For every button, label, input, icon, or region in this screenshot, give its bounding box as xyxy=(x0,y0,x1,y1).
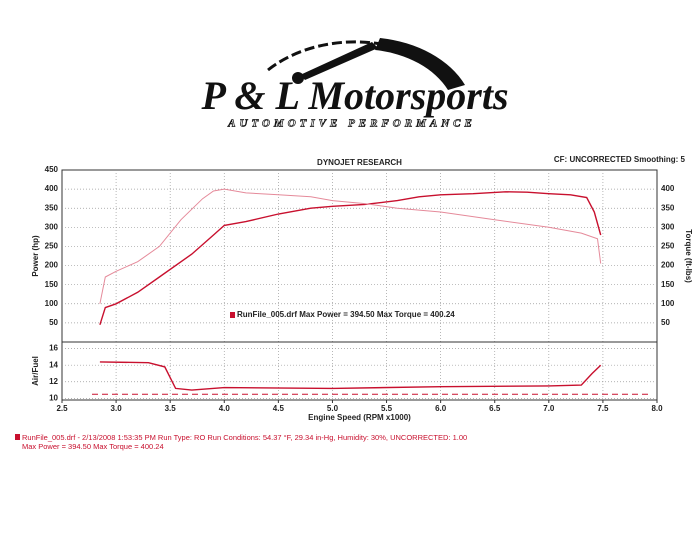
logo-tagline: AUTOMOTIVE PERFORMANCE xyxy=(227,118,476,130)
x-axis-label: Engine Speed (RPM x1000) xyxy=(308,413,411,422)
y-axis-label: Power (hp) xyxy=(31,235,40,277)
x-tick-label: 4.5 xyxy=(273,404,285,413)
y2-tick-label: 200 xyxy=(661,261,675,270)
y2-tick-label: 150 xyxy=(661,280,675,289)
y-tick-label: 12 xyxy=(49,377,58,386)
x-tick-label: 6.0 xyxy=(435,404,447,413)
y-tick-label: 10 xyxy=(49,393,58,402)
x-tick-label: 4.0 xyxy=(219,404,231,413)
y-tick-label: 350 xyxy=(45,203,59,212)
footer-run-info: RunFile_005.drf - 2/13/2008 1:53:35 PM R… xyxy=(22,433,467,442)
logo-text: P & L Motorsports xyxy=(200,73,508,118)
chart-subtitle: CF: UNCORRECTED Smoothing: 5 xyxy=(554,155,686,164)
y-tick-label: 100 xyxy=(45,299,59,308)
y-tick-label: 50 xyxy=(49,318,58,327)
y-tick-label: 16 xyxy=(49,344,58,353)
x-tick-label: 3.0 xyxy=(111,404,123,413)
x-tick-label: 7.0 xyxy=(543,404,555,413)
y-axis-label: Air/Fuel xyxy=(31,356,40,386)
y2-tick-label: 300 xyxy=(661,222,675,231)
data-line xyxy=(99,361,602,391)
y2-tick-label: 50 xyxy=(661,318,670,327)
y-tick-label: 450 xyxy=(45,165,59,174)
x-tick-label: 6.5 xyxy=(489,404,501,413)
x-tick-label: 2.5 xyxy=(56,404,68,413)
x-tick-label: 8.0 xyxy=(651,404,663,413)
y2-tick-label: 250 xyxy=(661,242,675,251)
y-tick-label: 300 xyxy=(45,222,59,231)
y2-tick-label: 100 xyxy=(661,299,675,308)
y-tick-label: 250 xyxy=(45,242,59,251)
chart-title: DYNOJET RESEARCH xyxy=(317,158,402,167)
y2-tick-label: 400 xyxy=(661,184,675,193)
data-line xyxy=(99,191,602,326)
footer-icon xyxy=(15,434,20,440)
y-tick-label: 150 xyxy=(45,280,59,289)
plot-frame xyxy=(61,341,658,401)
annotation-icon xyxy=(230,312,235,318)
y2-tick-label: 350 xyxy=(661,203,675,212)
y-tick-label: 400 xyxy=(45,184,59,193)
x-tick-label: 3.5 xyxy=(165,404,177,413)
logo-gauge xyxy=(267,38,465,90)
y2-axis-label: Torque (ft-lbs) xyxy=(684,229,693,283)
x-tick-label: 5.0 xyxy=(327,404,339,413)
annotation: RunFile_005.drf Max Power = 394.50 Max T… xyxy=(237,310,455,319)
y-tick-label: 14 xyxy=(49,360,58,369)
data-line xyxy=(99,188,602,304)
footer-max: Max Power = 394.50 Max Torque = 400.24 xyxy=(22,442,164,451)
x-tick-label: 5.5 xyxy=(381,404,393,413)
y-tick-label: 200 xyxy=(45,261,59,270)
x-tick-label: 7.5 xyxy=(597,404,609,413)
